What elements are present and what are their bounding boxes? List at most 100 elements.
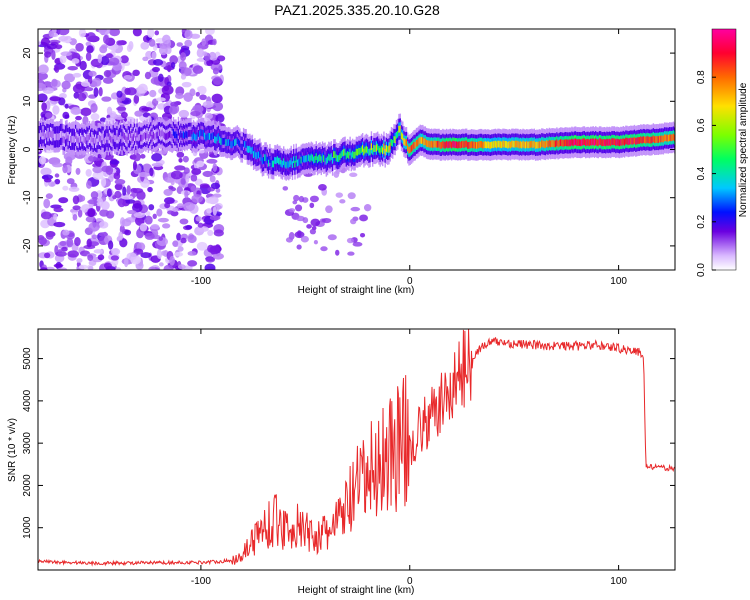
heatmap-ridge-segment	[564, 139, 567, 146]
heatmap-cell	[191, 168, 202, 175]
heatmap-ridge-segment	[353, 151, 355, 159]
heatmap-ridge-segment	[487, 141, 489, 148]
heatmap-cell	[196, 241, 208, 251]
heatmap-cell	[350, 206, 361, 212]
heatmap-ridge-segment	[657, 136, 660, 143]
heatmap-ridge-segment	[625, 137, 627, 145]
heatmap-cell	[350, 218, 357, 225]
heatmap-cell	[156, 208, 163, 217]
heatmap-ridge-segment	[641, 136, 643, 144]
heatmap-ridge-segment	[141, 134, 143, 142]
heatmap-ridge-segment	[445, 140, 448, 148]
heatmap-cell	[196, 48, 205, 58]
heatmap-ridge-segment	[343, 149, 345, 156]
heatmap-ridge-segment	[496, 141, 498, 149]
heatmap-ridge-segment	[643, 136, 646, 144]
heatmap-ridge-segment	[501, 141, 503, 149]
heatmap-ridge-segment	[175, 131, 177, 139]
heatmap-cell	[68, 186, 80, 192]
heatmap-ridge-segment	[132, 134, 135, 141]
heatmap-ridge-segment	[339, 153, 341, 161]
heatmap-ridge-segment	[359, 147, 361, 155]
spectrogram-x-ticks: -100 0 100	[191, 29, 627, 287]
heatmap-cell	[58, 197, 69, 204]
heatmap-cell	[102, 77, 114, 84]
heatmap-cell	[126, 185, 131, 195]
heatmap-ridge-segment	[176, 133, 178, 141]
heatmap-ridge-segment	[597, 139, 599, 147]
heatmap-cell	[72, 195, 80, 205]
heatmap-cell	[199, 183, 210, 189]
heatmap-cell	[54, 65, 60, 73]
heatmap-cell	[47, 181, 56, 187]
heatmap-cell	[64, 73, 75, 83]
heatmap-cell	[174, 165, 186, 171]
heatmap-cell	[352, 241, 363, 247]
heatmap-cell	[86, 238, 92, 248]
heatmap-ridge-segment	[96, 138, 98, 146]
heatmap-ridge-segment	[285, 161, 287, 169]
heatmap-cell	[137, 83, 148, 94]
heatmap-ridge-segment	[133, 130, 136, 138]
heatmap-ridge-segment	[316, 156, 319, 164]
heatmap-ridge-segment	[279, 157, 281, 165]
heatmap-ridge-segment	[219, 136, 221, 144]
heatmap-ridge-segment	[453, 141, 455, 148]
heatmap-ridge-segment	[469, 141, 472, 149]
heatmap-ridge-segment	[465, 140, 468, 148]
heatmap-ridge-segment	[53, 133, 56, 141]
heatmap-ridge-segment	[303, 155, 305, 163]
heatmap-ridge-segment	[358, 147, 360, 155]
heatmap-cell	[321, 217, 332, 224]
heatmap-ridge-segment	[531, 140, 533, 148]
heatmap-cell	[52, 105, 60, 115]
heatmap-cell	[106, 188, 112, 198]
heatmap-cell	[169, 55, 178, 65]
heatmap-cell	[157, 150, 168, 155]
heatmap-cell	[49, 96, 62, 102]
heatmap-cell	[302, 217, 309, 224]
heatmap-ridge-segment	[81, 134, 83, 142]
heatmap-cell	[172, 240, 179, 247]
heatmap-cell	[142, 56, 149, 62]
heatmap-ridge-segment	[98, 134, 101, 142]
heatmap-ridge-segment	[249, 145, 251, 153]
heatmap-ridge-segment	[123, 132, 126, 140]
heatmap-ridge-segment	[504, 140, 507, 148]
heatmap-ridge-segment	[502, 140, 504, 148]
heatmap-ridge-segment	[216, 134, 218, 142]
heatmap-ridge-segment	[48, 131, 51, 139]
heatmap-ridge-segment	[69, 135, 72, 143]
heatmap-ridge-segment	[410, 145, 413, 152]
heatmap-cell	[206, 59, 214, 67]
heatmap-cell	[293, 194, 300, 202]
heatmap-ridge-segment	[557, 140, 559, 148]
heatmap-cell	[339, 199, 346, 204]
heatmap-cell	[209, 215, 221, 221]
heatmap-ridge-segment	[323, 155, 325, 162]
heatmap-cell	[170, 177, 175, 186]
heatmap-cell	[71, 58, 80, 64]
heatmap-cell	[132, 203, 143, 213]
heatmap-ridge-segment	[276, 156, 279, 164]
heatmap-ridge-segment	[147, 134, 150, 141]
heatmap-cell	[306, 224, 312, 229]
heatmap-ridge-segment	[64, 132, 67, 140]
heatmap-ridge-segment	[503, 140, 505, 148]
heatmap-cell	[74, 236, 81, 247]
heatmap-cell	[178, 157, 183, 163]
heatmap-ridge-segment	[259, 150, 261, 158]
heatmap-cell	[202, 170, 213, 178]
heatmap-ridge-segment	[600, 138, 602, 146]
heatmap-ridge-segment	[209, 133, 211, 140]
heatmap-ridge-segment	[247, 146, 250, 153]
heatmap-ridge-segment	[454, 141, 457, 149]
heatmap-ridge-segment	[220, 138, 222, 145]
heatmap-ridge-segment	[528, 141, 531, 149]
heatmap-cell	[103, 34, 110, 44]
heatmap-ridge-segment	[93, 136, 96, 144]
heatmap-cell	[313, 240, 318, 245]
heatmap-cell	[150, 224, 160, 230]
heatmap-ridge-segment	[477, 141, 479, 149]
heatmap-ridge-segment	[118, 135, 121, 142]
